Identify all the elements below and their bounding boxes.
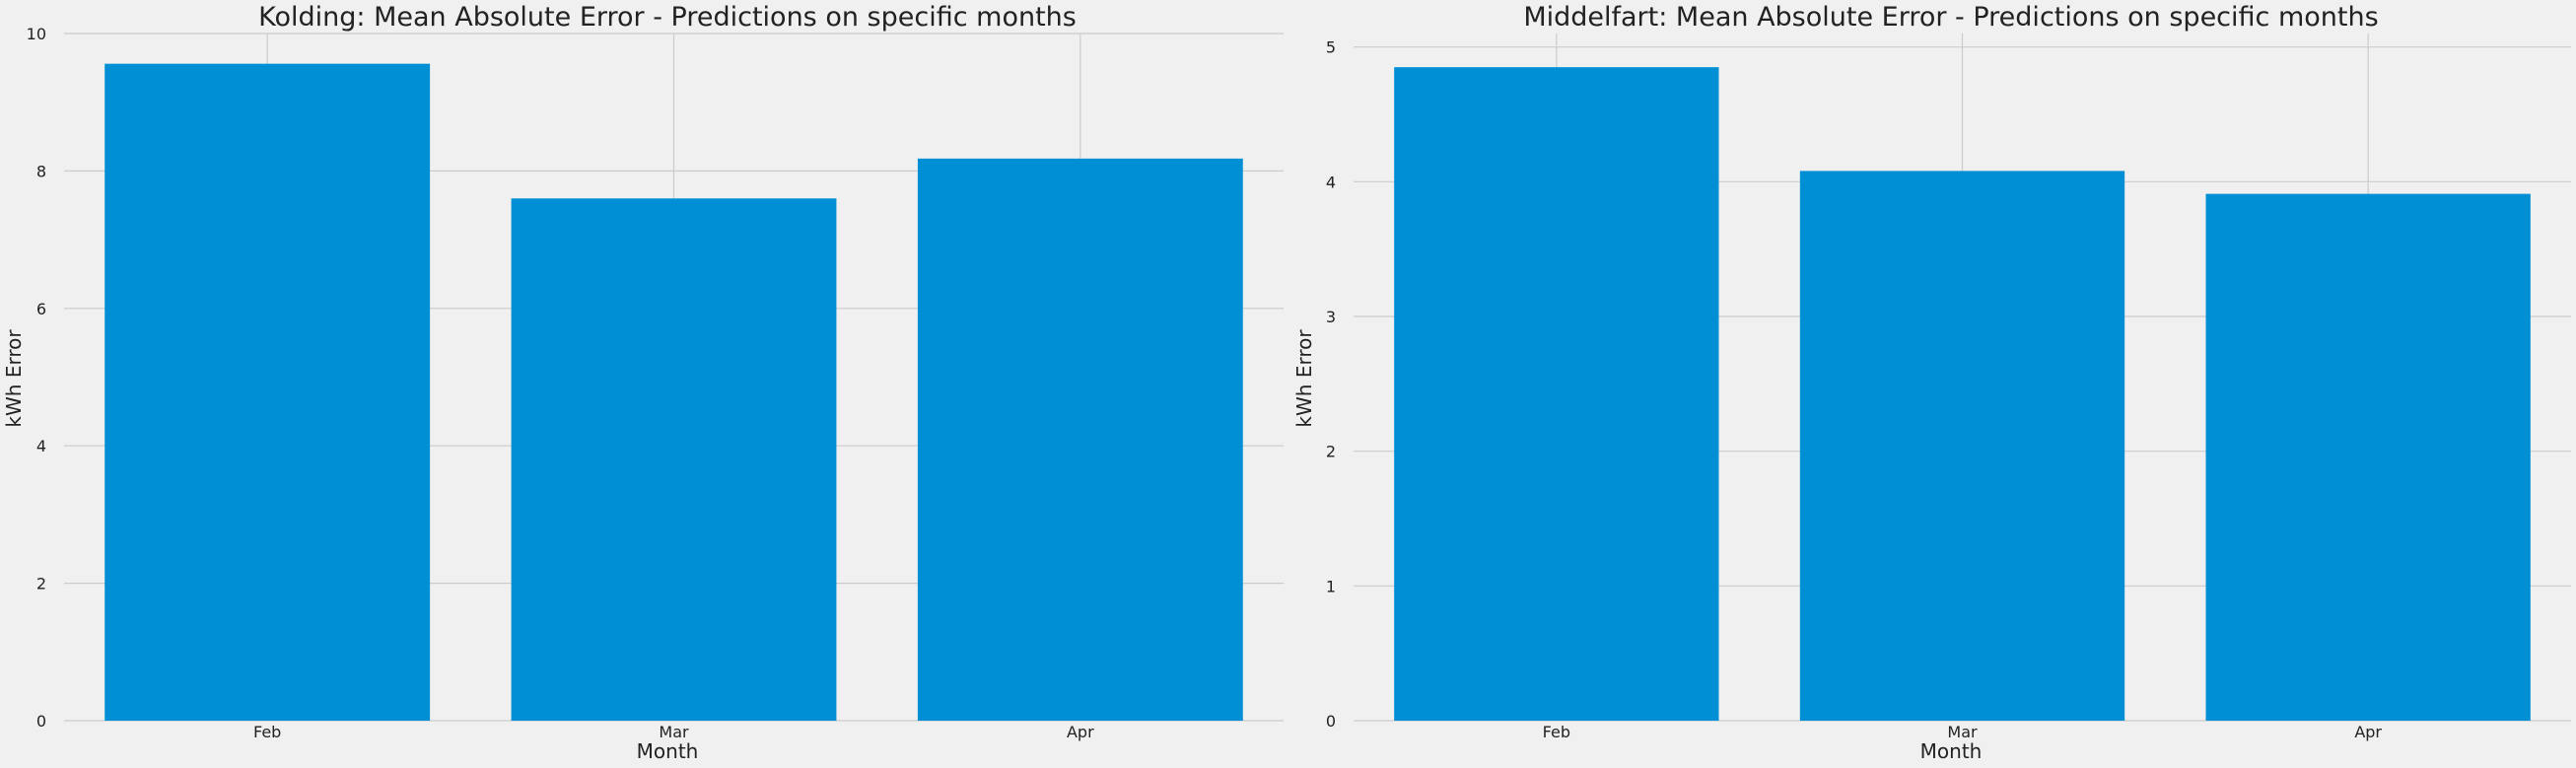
bar-apr bbox=[2205, 193, 2531, 722]
x-axis-label: Month bbox=[1920, 739, 1983, 763]
bar-feb bbox=[104, 63, 431, 722]
x-tick-label: Feb bbox=[253, 723, 281, 741]
bar-feb bbox=[1394, 67, 1719, 721]
y-axis-label: kWh Error bbox=[1292, 329, 1316, 428]
chart-kolding: Kolding: Mean Absolute Error - Predictio… bbox=[2, 2, 1284, 763]
y-tick-label: 8 bbox=[36, 162, 46, 180]
y-tick-label: 5 bbox=[1326, 38, 1336, 57]
y-axis-label: kWh Error bbox=[2, 329, 26, 428]
y-tick-label: 4 bbox=[1326, 173, 1336, 191]
y-tick-label: 3 bbox=[1326, 308, 1336, 326]
y-tick-label: 6 bbox=[36, 300, 46, 318]
bar-mar bbox=[511, 198, 837, 721]
chart-title: Middelfart: Mean Absolute Error - Predic… bbox=[1523, 2, 2378, 33]
x-axis-label: Month bbox=[637, 739, 699, 763]
y-tick-label: 4 bbox=[36, 437, 46, 455]
bars bbox=[1394, 67, 2531, 722]
chart-title: Kolding: Mean Absolute Error - Predictio… bbox=[258, 2, 1077, 33]
x-tick-label: Mar bbox=[1947, 723, 1978, 741]
x-tick-label: Apr bbox=[2354, 723, 2382, 741]
bar-apr bbox=[917, 158, 1243, 721]
x-tick-label: Mar bbox=[659, 723, 689, 741]
y-tick-label: 1 bbox=[1326, 577, 1336, 595]
y-tick-labels: 0 1 2 3 4 5 bbox=[1326, 38, 1336, 731]
x-tick-labels: Feb Mar Apr bbox=[253, 723, 1094, 741]
x-tick-label: Feb bbox=[1543, 723, 1570, 741]
x-tick-labels: Feb Mar Apr bbox=[1543, 723, 2383, 741]
y-tick-label: 10 bbox=[27, 25, 46, 43]
chart-middelfart: Middelfart: Mean Absolute Error - Predic… bbox=[1292, 2, 2571, 763]
bars bbox=[104, 63, 1243, 722]
y-tick-label: 2 bbox=[1326, 443, 1336, 461]
y-tick-label: 2 bbox=[36, 575, 46, 593]
y-tick-labels: 0 2 4 6 8 10 bbox=[27, 25, 46, 731]
bar-mar bbox=[1799, 171, 2125, 721]
x-tick-label: Apr bbox=[1067, 723, 1094, 741]
y-tick-label: 0 bbox=[1326, 712, 1336, 731]
y-tick-label: 0 bbox=[36, 712, 46, 731]
